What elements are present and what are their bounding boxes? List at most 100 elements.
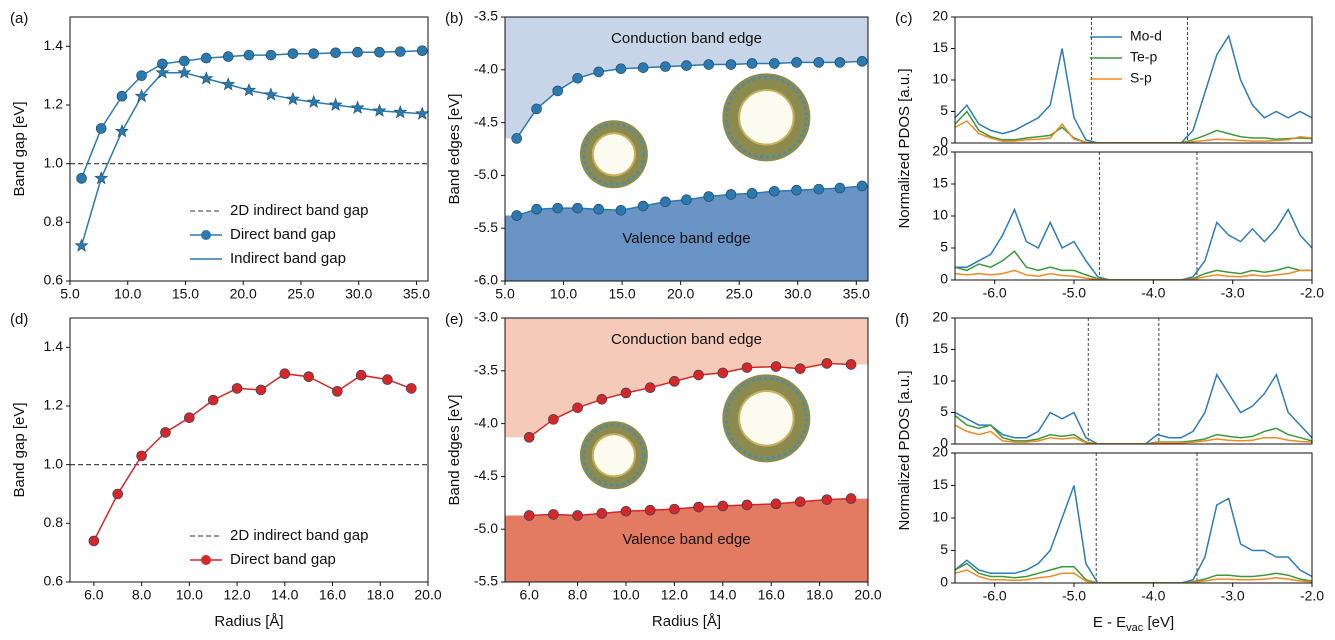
y-tick-label: 10 (932, 372, 948, 388)
x-tick-label: 20.0 (414, 587, 441, 603)
y-tick-label: 15 (932, 39, 948, 55)
legend-label: Direct band gap (230, 551, 336, 568)
x-tick-label: 14.0 (709, 587, 736, 603)
circle-marker (821, 358, 833, 369)
x-axis-label-part: vac (1126, 622, 1144, 634)
legend-marker (201, 230, 211, 240)
star-marker (221, 77, 236, 91)
star-marker (393, 104, 408, 119)
circle-marker (207, 394, 219, 406)
circle-marker (703, 191, 715, 202)
x-axis-label: Radius [Å] (214, 613, 283, 630)
circle-marker (222, 51, 234, 62)
circle-marker (136, 70, 147, 81)
circle-marker (644, 382, 656, 393)
circle-marker (95, 123, 107, 134)
nanotube-ring (582, 423, 646, 487)
star-marker (155, 65, 170, 79)
circle-marker (112, 488, 124, 500)
series-line (955, 269, 1312, 280)
circle-marker (746, 188, 758, 199)
circle-marker (770, 498, 782, 510)
x-axis-label-part: [eV] (1143, 614, 1174, 631)
series-line (955, 110, 1312, 143)
circle-marker (184, 412, 195, 424)
y-tick-label: 10 (932, 509, 948, 525)
y-axis-label: Band edges [eV] (446, 395, 463, 506)
circle-marker (637, 62, 649, 73)
band-region (505, 498, 868, 582)
circle-marker (308, 48, 319, 59)
region-label: Valence band edge (622, 230, 750, 247)
axes-frame (954, 452, 1313, 584)
series-line (955, 415, 1312, 444)
y-tick-label: 1.4 (44, 338, 64, 354)
region-label: Conduction band edge (611, 331, 762, 348)
plot-area (955, 17, 1312, 143)
circle-marker (596, 394, 608, 405)
star-marker (328, 97, 343, 112)
y-axis-label: Normalized PDOS [a.u.] (896, 68, 913, 228)
circle-marker (231, 383, 243, 394)
circle-marker (834, 182, 846, 194)
star-marker (372, 103, 387, 117)
x-tick-label: -4.0 (1141, 285, 1165, 301)
panel-label: (d) (10, 311, 28, 328)
y-tick-label: 0 (940, 134, 948, 150)
circle-marker (88, 535, 100, 547)
circle-marker (725, 59, 737, 70)
series-line (955, 569, 1312, 583)
x-tick-label: -2.0 (1300, 588, 1324, 604)
x-tick-label: 35.0 (403, 286, 430, 302)
nanotube-inner (738, 89, 795, 146)
circle-marker (717, 367, 729, 379)
legend-label: 2D indirect band gap (230, 202, 368, 219)
series-line (955, 562, 1312, 583)
circle-marker (548, 414, 559, 425)
series-line (80, 71, 423, 247)
circle-marker (794, 363, 806, 374)
x-axis-label-part: E - E (1093, 614, 1126, 631)
series-line (955, 372, 1312, 444)
y-tick-label: 1.0 (44, 455, 64, 471)
x-tick-label: 30.0 (784, 286, 811, 302)
nanotube-ring (582, 122, 646, 186)
circle-marker (620, 387, 632, 399)
x-tick-label: 25.0 (287, 286, 314, 302)
x-axis-label: Radius [Å] (652, 613, 721, 630)
y-tick-label: 5 (940, 403, 948, 419)
circle-marker (511, 210, 523, 221)
y-tick-label: 0 (940, 435, 948, 451)
circle-marker (352, 46, 363, 58)
circle-marker (791, 184, 802, 196)
x-tick-label: -4.0 (1141, 588, 1165, 604)
circle-marker (552, 202, 563, 214)
circle-marker (637, 200, 649, 212)
star-marker (350, 100, 365, 114)
x-tick-label: 35.0 (843, 286, 870, 302)
y-axis-label: Band edges [eV] (446, 94, 463, 205)
y-tick-label: 0.6 (44, 573, 64, 589)
x-tick-label: 10.0 (114, 286, 141, 302)
series-line (955, 424, 1312, 444)
circle-marker (572, 72, 583, 84)
x-axis-label: E - Evac [eV] (1093, 614, 1174, 634)
y-tick-label: 20 (932, 143, 948, 159)
x-tick-label: -3.0 (1221, 588, 1245, 604)
plot-area (955, 152, 1312, 280)
y-tick-label: -3.0 (474, 309, 498, 325)
circle-marker (531, 103, 542, 115)
y-tick-label: -4.0 (474, 414, 498, 430)
x-tick-label: 16.0 (758, 587, 785, 603)
y-axis-label: Band gap [eV] (11, 402, 28, 497)
panel-label: (b) (445, 10, 463, 27)
y-tick-label: 15 (932, 340, 948, 356)
circle-marker (746, 58, 758, 69)
y-tick-label: -4.5 (474, 467, 498, 483)
panel-label: (f) (895, 311, 909, 328)
circle-marker (620, 505, 632, 517)
series-line (80, 49, 423, 179)
circle-marker (693, 501, 704, 513)
circle-marker (355, 369, 367, 381)
band-region (505, 17, 868, 139)
